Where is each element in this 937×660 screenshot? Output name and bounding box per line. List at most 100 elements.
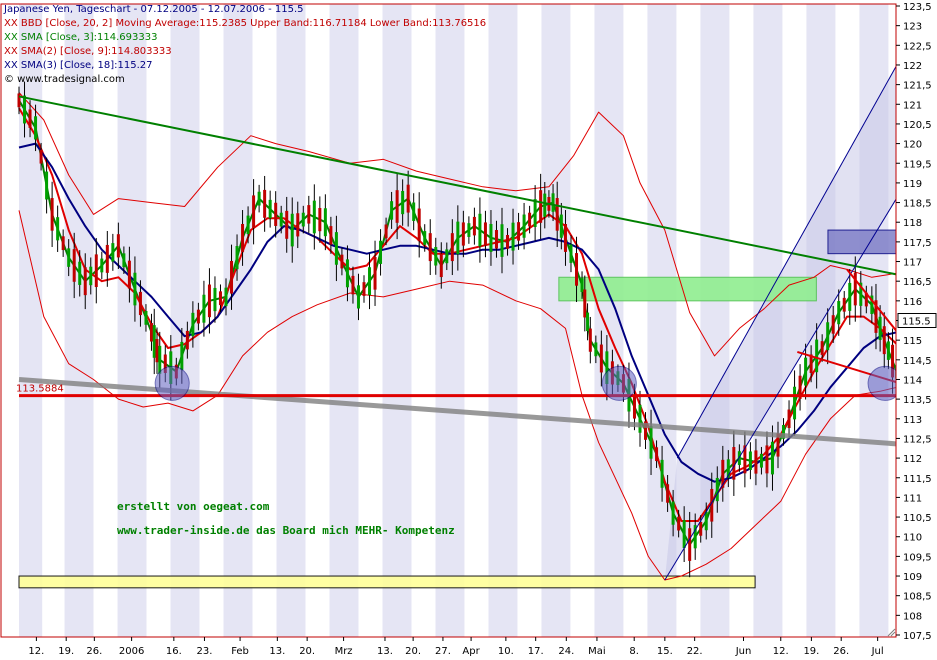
candle-body	[588, 328, 592, 352]
candle-body	[340, 254, 344, 269]
candle-body	[555, 198, 559, 231]
candle-body	[390, 201, 394, 220]
candle-body	[878, 316, 882, 340]
x-tick-label: 27.	[435, 646, 451, 657]
x-tick-label: 2006	[119, 646, 144, 657]
candle-body	[56, 217, 60, 241]
candle-body	[759, 453, 763, 468]
low-jul-circle	[867, 365, 896, 401]
candle-body	[296, 213, 300, 237]
candle-body	[191, 312, 195, 337]
candle-body	[307, 205, 311, 224]
candle-body	[89, 266, 93, 286]
candle-body	[580, 278, 584, 292]
candle-body	[23, 95, 27, 124]
candle-body	[693, 525, 697, 549]
candle-body	[533, 199, 537, 228]
candle-body	[853, 272, 857, 306]
x-tick-label: 12.	[773, 646, 789, 657]
candle-body	[842, 297, 846, 312]
candle-body	[28, 109, 32, 128]
y-tick-label: 123,5	[903, 2, 932, 13]
candle-body	[837, 301, 841, 325]
y-tick-label: 109,5	[903, 552, 932, 563]
candle-body	[699, 521, 703, 536]
x-tick-label: 19.	[58, 646, 74, 657]
candle-body	[632, 395, 636, 419]
candle-body	[127, 260, 131, 289]
legend-source: © www.tradesignal.com	[4, 74, 125, 85]
candle-body	[522, 214, 526, 238]
candle-body	[155, 339, 159, 363]
candle-body	[50, 198, 54, 231]
candle-body	[423, 231, 427, 245]
y-tick-label: 110	[903, 533, 922, 544]
candle-body	[180, 341, 184, 370]
candle-body	[45, 171, 49, 200]
level-label: 113.5884	[16, 384, 64, 395]
candle-body	[401, 190, 405, 215]
candle-body	[362, 282, 366, 296]
candle-body	[864, 292, 868, 307]
channel-lower-line	[664, 198, 896, 581]
candle-body	[500, 224, 504, 257]
candle-body	[285, 210, 289, 239]
candle-body	[384, 224, 388, 239]
x-tick-label: 22.	[687, 646, 703, 657]
candle-body	[111, 243, 115, 262]
candle-body	[793, 386, 797, 420]
y-tick-label: 112,5	[903, 434, 932, 445]
candle-body	[235, 246, 239, 270]
candle-body	[329, 226, 333, 245]
week-stripe	[223, 4, 253, 637]
week-stripe	[382, 4, 412, 637]
candle-body	[848, 282, 852, 311]
resize-grip-icon	[887, 628, 896, 637]
candle-body	[395, 190, 399, 223]
candle-body	[252, 195, 256, 229]
x-tick-label: Apr	[462, 646, 480, 657]
candle-body	[583, 289, 587, 318]
candle-body	[428, 233, 432, 262]
channel-upper-line	[676, 65, 896, 459]
candle-body	[748, 451, 752, 470]
candle-body	[826, 322, 830, 351]
candle-body	[644, 421, 648, 440]
candle-body	[149, 323, 153, 342]
candle-body	[559, 214, 563, 238]
y-tick-label: 121,5	[903, 81, 932, 92]
candle-body	[478, 213, 482, 247]
candle-body	[586, 312, 590, 332]
low-jan-circle	[154, 365, 190, 401]
candle-body	[456, 221, 460, 255]
y-tick-label: 107,5	[903, 631, 932, 642]
candle-body	[638, 404, 642, 433]
y-tick-label: 113	[903, 415, 922, 426]
candle-body	[517, 222, 521, 241]
y-tick-label: 122	[903, 61, 922, 72]
candle-body	[655, 447, 659, 462]
x-tick-label: 12.	[28, 646, 44, 657]
candle-body	[196, 309, 200, 324]
candle-body	[263, 189, 267, 218]
candle-body	[417, 208, 421, 242]
y-tick-label: 118	[903, 218, 922, 229]
candle-body	[710, 488, 714, 522]
candle-body	[599, 344, 603, 373]
legend-sma3: XX SMA [Close, 3]:114.693333	[4, 32, 158, 43]
candle-body	[787, 409, 791, 429]
legend-sma18: XX SMA(3) [Close, 18]:115.27	[4, 60, 153, 71]
candle-body	[83, 267, 87, 296]
candle-body	[163, 354, 167, 373]
x-tick-label: 17.	[528, 646, 544, 657]
y-tick-label: 119	[903, 179, 922, 190]
series-1	[18, 92, 896, 357]
x-tick-label: 20.	[405, 646, 421, 657]
y-tick-label: 121	[903, 100, 922, 111]
y-tick-label: 117,5	[903, 238, 932, 249]
legend-bbd: XX BBD [Close, 20, 2] Moving Average:115…	[4, 18, 487, 29]
blue-box	[827, 229, 896, 255]
x-tick-label: 10.	[498, 646, 514, 657]
